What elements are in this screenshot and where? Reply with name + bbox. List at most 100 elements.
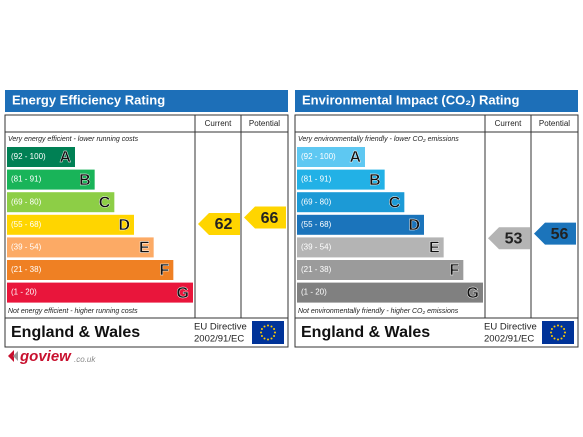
title-bar	[5, 90, 288, 112]
eu-star	[273, 335, 276, 337]
band-range: (92 - 100)	[11, 152, 46, 161]
band-letter: C	[99, 194, 111, 211]
logo-icon	[8, 350, 14, 362]
eu-star	[270, 337, 273, 340]
rating-arrow	[244, 206, 286, 229]
rating-band	[297, 237, 444, 258]
eu-star	[273, 328, 276, 330]
panel-title: Environmental Impact (CO₂) Rating	[302, 92, 519, 107]
eu-star	[560, 325, 563, 328]
band-range: (1 - 20)	[11, 288, 37, 297]
table-frame	[294, 114, 579, 348]
rating-value: 62	[215, 216, 233, 233]
directive: EU Directive	[194, 322, 247, 333]
rating-band	[7, 282, 193, 303]
band-letter: D	[118, 217, 130, 234]
band-letter: A	[59, 149, 71, 166]
band-range: (21 - 38)	[301, 265, 332, 274]
band-range: (55 - 68)	[11, 220, 42, 229]
rating-value: 53	[505, 230, 523, 247]
eu-star	[553, 337, 556, 340]
rating-band	[297, 147, 365, 167]
rating-value: 56	[551, 226, 569, 243]
eu-star	[553, 325, 556, 328]
band-range: (1 - 20)	[301, 288, 327, 297]
band-letter: E	[429, 240, 440, 257]
eu-star	[270, 325, 273, 328]
band-range: (81 - 91)	[301, 175, 332, 184]
eu-star	[267, 324, 269, 327]
band-letter: E	[139, 240, 150, 257]
rating-band	[7, 214, 134, 235]
eu-flag	[252, 321, 284, 344]
table-frame	[4, 114, 289, 348]
band-letter: B	[369, 172, 381, 189]
band-range: (69 - 80)	[11, 197, 42, 206]
band-letter: G	[177, 285, 189, 302]
eu-star	[560, 337, 563, 340]
eu-star	[563, 335, 566, 337]
region: England & Wales	[301, 324, 430, 341]
logo-icon	[13, 351, 18, 361]
bottom-note: Not energy efficient - higher running co…	[8, 308, 138, 315]
eu-star	[563, 328, 566, 330]
directive: EU Directive	[484, 322, 537, 333]
potential-header: Potential	[539, 119, 570, 128]
band-letter: A	[349, 149, 361, 166]
band-letter: F	[450, 262, 460, 279]
panel-title: Energy Efficiency Rating	[12, 92, 165, 107]
eu-flag	[542, 321, 574, 344]
region: England & Wales	[11, 324, 140, 341]
rating-arrow	[198, 212, 240, 235]
directive-code: 2002/91/EC	[194, 334, 244, 345]
potential-header: Potential	[249, 119, 280, 128]
band-range: (69 - 80)	[301, 197, 332, 206]
rating-band	[7, 147, 75, 167]
rating-band	[297, 282, 483, 303]
rating-arrow	[534, 222, 576, 245]
top-note: Very energy efficient - lower running co…	[8, 136, 139, 143]
logo: goview .co.uk	[8, 348, 96, 365]
band-letter: B	[79, 172, 91, 189]
eu-star	[263, 325, 266, 328]
eu-star	[564, 331, 566, 334]
rating-band	[7, 237, 154, 258]
eu-star	[274, 331, 276, 334]
eu-star	[550, 331, 552, 334]
rating-band	[297, 214, 424, 235]
logo-brand: goview	[19, 348, 72, 365]
current-header: Current	[205, 119, 232, 128]
eu-star	[557, 324, 559, 327]
band-letter: F	[160, 262, 170, 279]
rating-band	[297, 260, 464, 280]
eu-star	[260, 335, 263, 337]
band-letter: G	[467, 285, 479, 302]
eu-star	[550, 335, 553, 337]
rating-value: 66	[261, 210, 279, 227]
rating-band	[7, 260, 174, 280]
band-range: (81 - 91)	[11, 175, 42, 184]
rating-panel: Energy Efficiency Rating Current Potential…	[4, 90, 289, 348]
band-letter: C	[389, 194, 401, 211]
rating-band	[297, 192, 405, 213]
eu-star	[550, 328, 553, 330]
band-letter: D	[408, 217, 420, 234]
logo-domain: .co.uk	[74, 355, 96, 364]
current-header: Current	[495, 119, 522, 128]
bottom-note: Not environmentally friendly - higher CO…	[298, 308, 459, 315]
rating-arrow	[488, 227, 530, 250]
band-range: (39 - 54)	[11, 243, 42, 252]
rating-band	[7, 169, 95, 190]
eu-star	[557, 338, 559, 341]
rating-band	[7, 192, 115, 213]
directive-code: 2002/91/EC	[484, 334, 534, 345]
band-range: (39 - 54)	[301, 243, 332, 252]
eu-star	[260, 328, 263, 330]
title-bar	[295, 90, 578, 112]
top-note: Very environmentally friendly - lower CO…	[298, 136, 459, 143]
eu-star	[263, 337, 266, 340]
rating-band	[297, 169, 385, 190]
eu-star	[267, 338, 269, 341]
band-range: (92 - 100)	[301, 152, 336, 161]
